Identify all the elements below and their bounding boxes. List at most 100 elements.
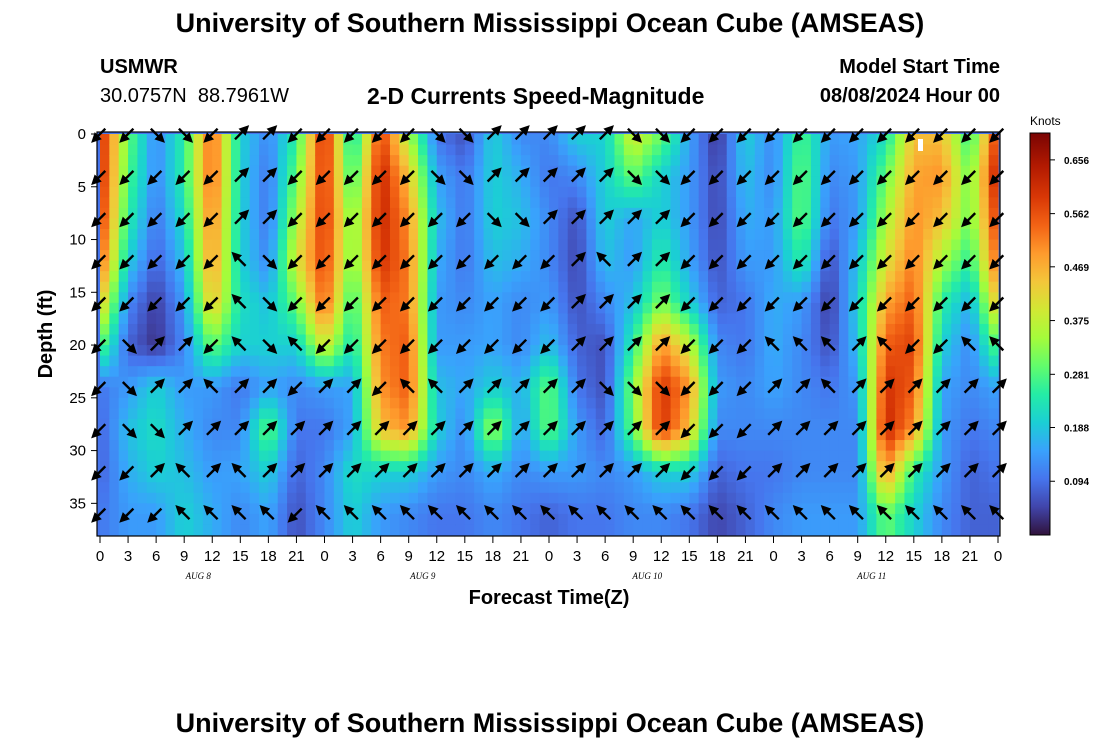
heatmap-cell	[810, 471, 821, 483]
current-arrow	[933, 212, 949, 228]
heatmap-cell	[100, 134, 110, 146]
heatmap-cell	[259, 207, 269, 220]
heatmap-cell	[137, 271, 148, 283]
heatmap-cell	[446, 408, 457, 420]
heatmap-cell	[455, 440, 466, 452]
heatmap-cell	[867, 471, 877, 483]
heatmap-cell	[100, 155, 110, 167]
heatmap-cell	[904, 186, 915, 198]
current-arrow	[121, 338, 137, 354]
heatmap-cell	[436, 492, 447, 504]
heatmap-cell	[895, 144, 906, 156]
heatmap-cell	[361, 355, 372, 367]
heatmap-cell	[455, 524, 466, 536]
heatmap-cell	[146, 429, 157, 441]
footer-title: University of Southern Mississippi Ocean…	[175, 708, 925, 738]
heatmap-cell	[670, 440, 681, 452]
heatmap-cell	[352, 239, 363, 251]
heatmap-cell	[838, 429, 849, 441]
current-arrow	[680, 296, 696, 312]
heatmap-cell	[773, 408, 784, 420]
current-arrow	[570, 462, 586, 478]
heatmap-cell	[156, 176, 167, 188]
heatmap-cell	[137, 334, 148, 346]
heatmap-cell	[614, 418, 625, 431]
heatmap-cell	[651, 144, 662, 156]
heatmap-cell	[754, 144, 765, 156]
heatmap-cell	[782, 176, 793, 188]
heatmap-cell	[764, 186, 775, 198]
heatmap-cell	[736, 228, 747, 241]
heatmap-cell	[156, 144, 167, 156]
heatmap-cell	[193, 471, 204, 483]
heatmap-cell	[549, 271, 559, 283]
heatmap-cell	[969, 281, 980, 293]
heatmap-cell	[717, 387, 728, 399]
heatmap-cell	[848, 144, 859, 156]
heatmap-cell	[614, 281, 625, 293]
heatmap-cell	[960, 397, 971, 409]
heatmap-cell	[895, 429, 906, 441]
heatmap-cell	[240, 323, 251, 336]
heatmap-cell	[446, 513, 457, 526]
heatmap-cell	[464, 155, 475, 167]
heatmap-cell	[408, 345, 419, 357]
heatmap-cell	[184, 176, 195, 188]
heatmap-cell	[427, 323, 438, 336]
heatmap-cell	[670, 418, 681, 431]
heatmap-cell	[137, 429, 148, 441]
current-arrow	[234, 420, 250, 436]
heatmap-cell	[810, 260, 821, 272]
current-arrow	[371, 254, 387, 270]
heatmap-cell	[221, 323, 232, 336]
heatmap-cell	[249, 155, 260, 167]
heatmap-cell	[539, 492, 550, 504]
heatmap-cell	[764, 228, 775, 241]
heatmap-cell	[436, 450, 447, 462]
heatmap-cell	[165, 197, 176, 209]
current-arrow	[231, 251, 247, 267]
heatmap-cell	[530, 271, 541, 283]
heatmap-cell	[530, 408, 541, 420]
heatmap-cell	[876, 313, 887, 325]
heatmap-cell	[380, 239, 391, 251]
heatmap-cell	[810, 165, 821, 177]
heatmap-cell	[754, 134, 765, 146]
heatmap-cell	[614, 366, 625, 378]
heatmap-cell	[464, 260, 475, 272]
current-arrow	[627, 170, 643, 186]
heatmap-cell	[979, 281, 990, 293]
heatmap-cell	[623, 355, 634, 367]
heatmap-cell	[885, 302, 896, 314]
heatmap-cell	[979, 176, 990, 188]
heatmap-cell	[820, 492, 831, 504]
heatmap-cell	[885, 440, 896, 452]
current-arrow	[879, 420, 895, 436]
heatmap-cell	[427, 239, 438, 251]
heatmap-cell	[137, 492, 148, 504]
heatmap-cell	[315, 482, 326, 494]
heatmap-cell	[539, 376, 550, 388]
current-arrow	[231, 336, 247, 352]
heatmap-cell	[137, 155, 148, 167]
heatmap-cell	[698, 155, 709, 167]
heatmap-cell	[389, 228, 400, 241]
heatmap-cell	[193, 271, 204, 283]
heatmap-cell	[315, 313, 326, 325]
heatmap-cell	[829, 228, 840, 241]
heatmap-cell	[857, 387, 868, 399]
heatmap-cell	[782, 513, 793, 526]
heatmap-cell	[895, 186, 906, 198]
heatmap-cell	[221, 345, 232, 357]
heatmap-cell	[567, 524, 578, 536]
heatmap-cell	[679, 450, 690, 462]
heatmap-cell	[249, 323, 260, 336]
heatmap-cell	[708, 492, 718, 504]
heatmap-cell	[885, 239, 896, 251]
heatmap-cell	[829, 176, 840, 188]
heatmap-cell	[277, 355, 288, 367]
heatmap-cell	[595, 155, 606, 167]
heatmap-cell	[109, 144, 120, 156]
current-arrow	[655, 170, 671, 186]
heatmap-cell	[455, 492, 466, 504]
